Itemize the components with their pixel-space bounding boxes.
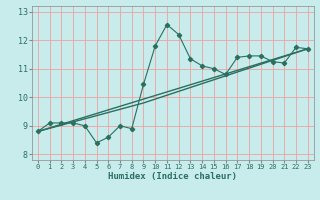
X-axis label: Humidex (Indice chaleur): Humidex (Indice chaleur)	[108, 172, 237, 181]
